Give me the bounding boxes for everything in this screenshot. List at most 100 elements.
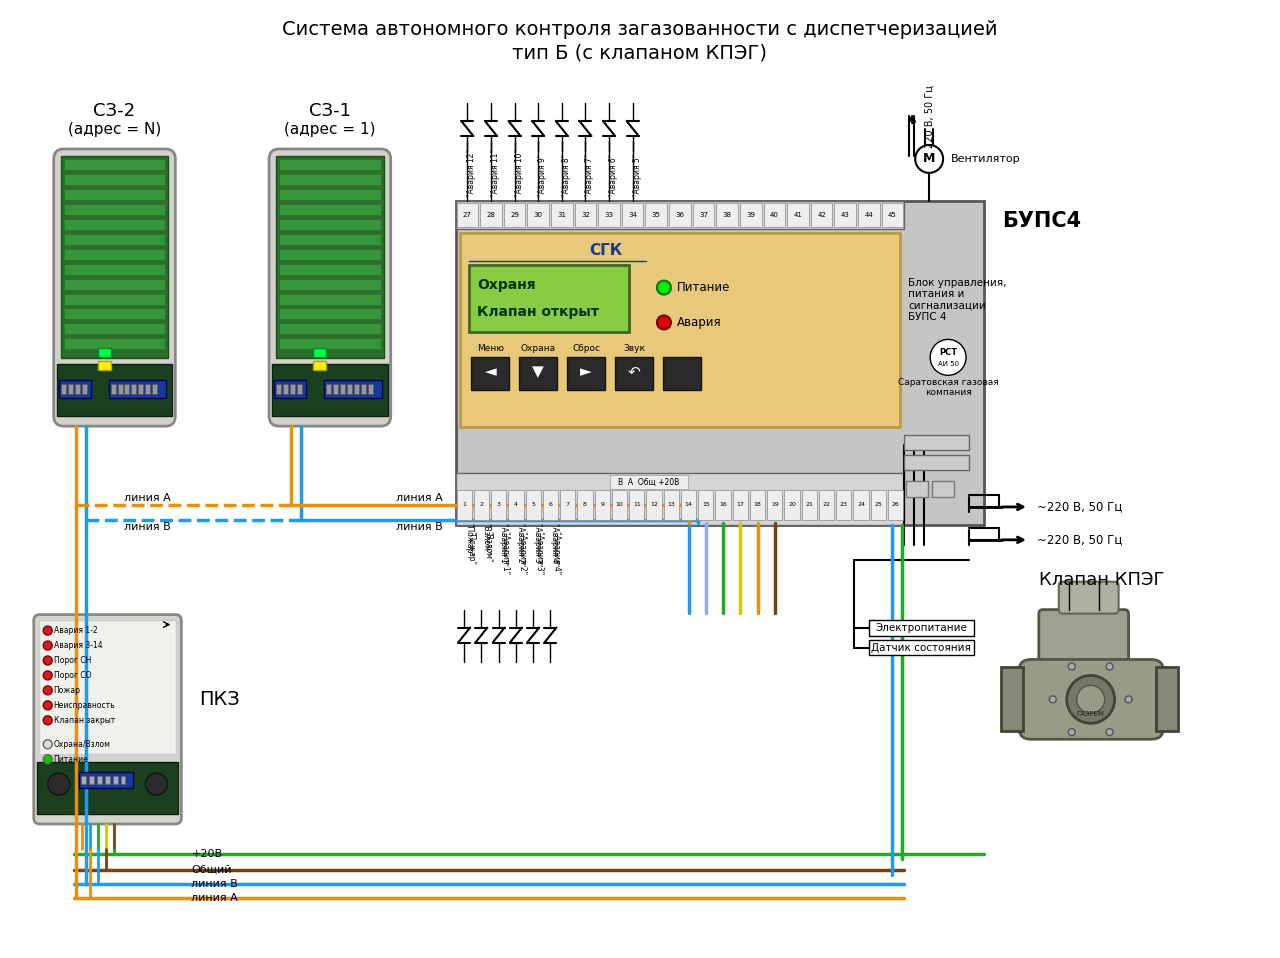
Circle shape	[47, 773, 69, 795]
Text: "Авария 12": "Авария 12"	[467, 148, 476, 196]
Bar	[819, 490, 835, 520]
Bar	[460, 233, 900, 427]
Circle shape	[44, 641, 52, 650]
Text: 22: 22	[823, 502, 831, 508]
Bar	[508, 490, 524, 520]
Text: 3: 3	[497, 502, 500, 508]
Text: 38: 38	[723, 212, 732, 217]
Bar	[906, 481, 928, 497]
Bar	[567, 357, 605, 390]
Bar	[59, 380, 91, 399]
Text: ◄: ◄	[485, 364, 497, 378]
Bar	[669, 203, 691, 227]
Text: "Авария 6": "Авария 6"	[609, 153, 618, 196]
Text: РСТ: РСТ	[940, 348, 957, 357]
Bar	[740, 203, 762, 227]
Text: 29: 29	[511, 212, 518, 217]
Bar	[785, 490, 800, 520]
Circle shape	[44, 701, 52, 710]
Bar	[577, 490, 593, 520]
Bar	[836, 490, 851, 520]
Text: 6: 6	[549, 502, 553, 508]
Bar	[97, 361, 110, 371]
Bar	[663, 490, 678, 520]
Circle shape	[1069, 663, 1075, 670]
Bar	[88, 776, 93, 784]
Bar	[611, 475, 687, 489]
Text: Порог СО: Порог СО	[54, 671, 91, 680]
Circle shape	[1050, 696, 1056, 703]
Circle shape	[44, 671, 52, 680]
FancyBboxPatch shape	[1039, 609, 1129, 665]
Bar	[854, 490, 869, 520]
Circle shape	[1069, 729, 1075, 736]
Text: 19: 19	[771, 502, 778, 508]
Text: "Авария 1": "Авария 1"	[500, 531, 509, 574]
Bar	[622, 203, 644, 227]
FancyBboxPatch shape	[33, 615, 182, 824]
FancyBboxPatch shape	[54, 148, 175, 426]
Bar	[858, 203, 879, 227]
Bar	[279, 293, 380, 305]
Bar	[869, 620, 974, 635]
Bar	[480, 203, 502, 227]
Text: 15: 15	[701, 502, 709, 508]
Bar	[38, 620, 177, 754]
Bar	[118, 384, 123, 395]
Bar	[526, 490, 541, 520]
Bar	[124, 384, 129, 395]
Bar	[279, 279, 380, 289]
Text: "Авария 5": "Авария 5"	[632, 153, 641, 196]
Text: 25: 25	[874, 502, 882, 508]
Bar	[276, 156, 384, 358]
FancyBboxPatch shape	[269, 148, 390, 426]
Circle shape	[44, 755, 52, 764]
Bar	[869, 640, 974, 655]
Bar	[698, 490, 713, 520]
Text: 40: 40	[769, 212, 778, 217]
Text: Клапан закрыт: Клапан закрыт	[54, 716, 115, 725]
Text: 18: 18	[754, 502, 762, 508]
Text: Охраня: Охраня	[477, 278, 536, 291]
Text: линия А: линия А	[124, 493, 172, 503]
Text: "Авария 4": "Авария 4"	[550, 523, 559, 566]
Bar	[291, 384, 294, 395]
Text: Авария 3-14: Авария 3-14	[54, 641, 102, 650]
Text: "Авария 4": "Авария 4"	[553, 531, 562, 574]
Bar	[64, 174, 165, 185]
Bar	[56, 364, 173, 416]
Circle shape	[44, 686, 52, 695]
Text: Клапан КПЭГ: Клапан КПЭГ	[1039, 571, 1165, 589]
Text: 9: 9	[600, 502, 604, 508]
Text: Пожар: Пожар	[54, 686, 81, 695]
Bar	[279, 338, 380, 350]
Text: ►: ►	[580, 364, 593, 378]
Bar	[279, 308, 380, 319]
Bar	[1001, 668, 1023, 731]
Bar	[904, 455, 969, 470]
Circle shape	[657, 315, 671, 330]
Text: Блок управления,
питания и
сигнализации
БУПС 4: Блок управления, питания и сигнализации …	[909, 278, 1007, 323]
Text: 36: 36	[676, 212, 685, 217]
Text: 41: 41	[794, 212, 803, 217]
Bar	[64, 263, 165, 275]
Bar	[612, 490, 627, 520]
Text: "Авария 11": "Авария 11"	[492, 148, 500, 196]
Bar	[279, 174, 380, 185]
Text: 37: 37	[699, 212, 708, 217]
Bar	[550, 203, 572, 227]
Circle shape	[915, 145, 943, 172]
Circle shape	[146, 773, 168, 795]
Text: "Пожар": "Пожар"	[466, 531, 475, 565]
Text: 34: 34	[628, 212, 637, 217]
Text: "Авария 3": "Авария 3"	[534, 523, 543, 566]
Text: Меню: Меню	[477, 344, 504, 353]
Bar	[74, 384, 79, 395]
Bar	[279, 204, 380, 215]
Text: 7: 7	[566, 502, 570, 508]
Bar	[64, 189, 165, 200]
Bar	[64, 279, 165, 289]
Text: "Авария 7": "Авария 7"	[585, 153, 594, 196]
Text: 43: 43	[841, 212, 850, 217]
Text: +20В: +20В	[191, 849, 223, 859]
